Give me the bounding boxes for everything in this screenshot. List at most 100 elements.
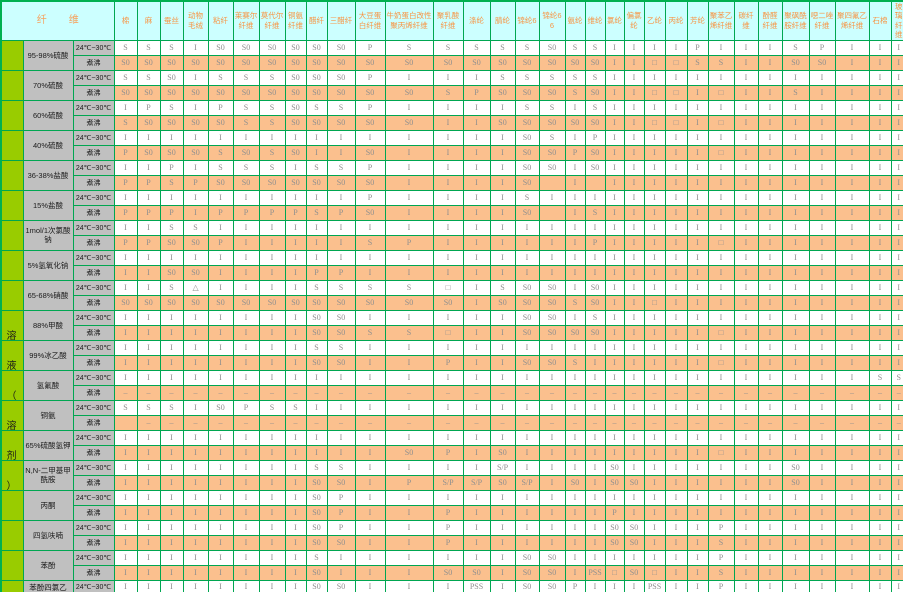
data-cell: P [432,534,464,551]
data-cell: I [664,219,688,236]
temperature-cell: 煮沸 [72,144,115,161]
data-cell: I [604,549,625,566]
data-cell: I [564,339,586,356]
temperature-cell: 煮沸 [72,354,115,371]
data-cell: I [686,294,709,311]
data-cell: I [733,84,759,101]
data-cell: I [489,159,516,176]
solution-label: 1mol/1次氯酸钠 [22,219,74,251]
data-cell: I [136,459,161,476]
data-cell: I [538,369,566,386]
data-cell: I [890,189,903,206]
data-cell: I [834,279,870,296]
data-cell: S0 [159,144,184,161]
data-cell: I [182,204,209,221]
data-cell: I [232,549,260,566]
data-cell: I [733,294,759,311]
data-cell: I [707,279,735,296]
data-cell: I [623,159,645,176]
data-cell: I [489,144,516,161]
data-cell: I [604,54,625,71]
data-cell [584,174,606,191]
data-cell: S0 [136,144,161,161]
data-cell: I [538,534,566,551]
data-cell: S [514,69,540,86]
data-cell: I [258,189,286,206]
data-cell: S0 [182,294,209,311]
data-cell: I [538,264,566,281]
data-cell: I [182,324,209,341]
data-cell: I [808,369,836,386]
data-cell: I [757,579,783,592]
data-cell: P [258,204,286,221]
table-row: 煮沸 P S0 S0 S0 S S0 S S0 I I S0 I I I I S0 S0 P S0 I I I I I □ I I I I… [1,144,903,161]
data-cell: I [258,429,286,446]
data-cell: I [136,429,161,446]
data-cell: I [733,129,759,146]
data-cell: I [757,399,783,416]
data-cell: I [136,264,161,281]
data-cell: I [868,219,892,236]
fiber-header-cell: 动物毛绒 [182,0,209,41]
data-cell: I [462,174,491,191]
data-cell: I [808,489,836,506]
data-cell: I [834,129,870,146]
data-cell: I [890,264,903,281]
data-cell: I [643,249,666,266]
data-cell: I [604,279,625,296]
data-cell: I [232,474,260,491]
data-cell: S0 [623,519,645,536]
data-cell: I [182,39,209,56]
data-cell: I [182,444,209,461]
data-cell: I [623,129,645,146]
data-cell: S0 [182,234,209,251]
data-cell: I [623,309,645,326]
data-cell: I [757,249,783,266]
data-cell: P [354,99,386,116]
data-cell: I [733,114,759,131]
data-cell: I [733,189,759,206]
data-cell: I [707,309,735,326]
data-cell: I [207,564,234,581]
data-cell: I [489,249,516,266]
data-cell: I [207,459,234,476]
data-cell: I [258,279,286,296]
data-cell: I [258,459,286,476]
temperature-cell: 24℃~30℃ [72,69,115,86]
table-row: 煮沸 I I I I I I I I S0 I I I S0 S0 I S0 S0 I PSS □ S0 □ I I S I I I I I… [1,564,903,581]
data-cell: S0 [305,174,328,191]
data-cell: I [207,549,234,566]
data-cell: S [564,294,586,311]
data-cell: S0 [538,309,566,326]
data-cell: S0 [232,84,260,101]
data-cell: S0 [305,84,328,101]
data-cell: I [354,309,386,326]
data-cell: P [136,174,161,191]
data-cell: S [136,69,161,86]
data-cell: – [686,414,709,431]
data-cell: – [326,384,356,401]
data-cell: S0 [538,549,566,566]
solution-label: 36-38%盐酸 [22,159,74,191]
data-cell: I [384,174,434,191]
data-cell: I [757,204,783,221]
data-cell: I [733,264,759,281]
data-cell: – [808,414,836,431]
data-cell: S [258,114,286,131]
data-cell: □ [707,354,735,371]
data-cell: I [604,114,625,131]
data-cell: I [834,324,870,341]
data-cell: I [514,519,540,536]
data-cell: I [489,564,516,581]
data-cell: I [584,189,606,206]
data-cell: S0 [564,114,586,131]
data-cell: S0 [232,174,260,191]
temperature-cell: 煮沸 [72,54,115,71]
data-cell: I [258,564,286,581]
green-band-cell [0,219,24,251]
data-cell: I [707,489,735,506]
data-cell: I [890,279,903,296]
data-cell: I [432,549,464,566]
data-cell: I [326,369,356,386]
solution-label: 四氢呋喃 [22,519,74,551]
